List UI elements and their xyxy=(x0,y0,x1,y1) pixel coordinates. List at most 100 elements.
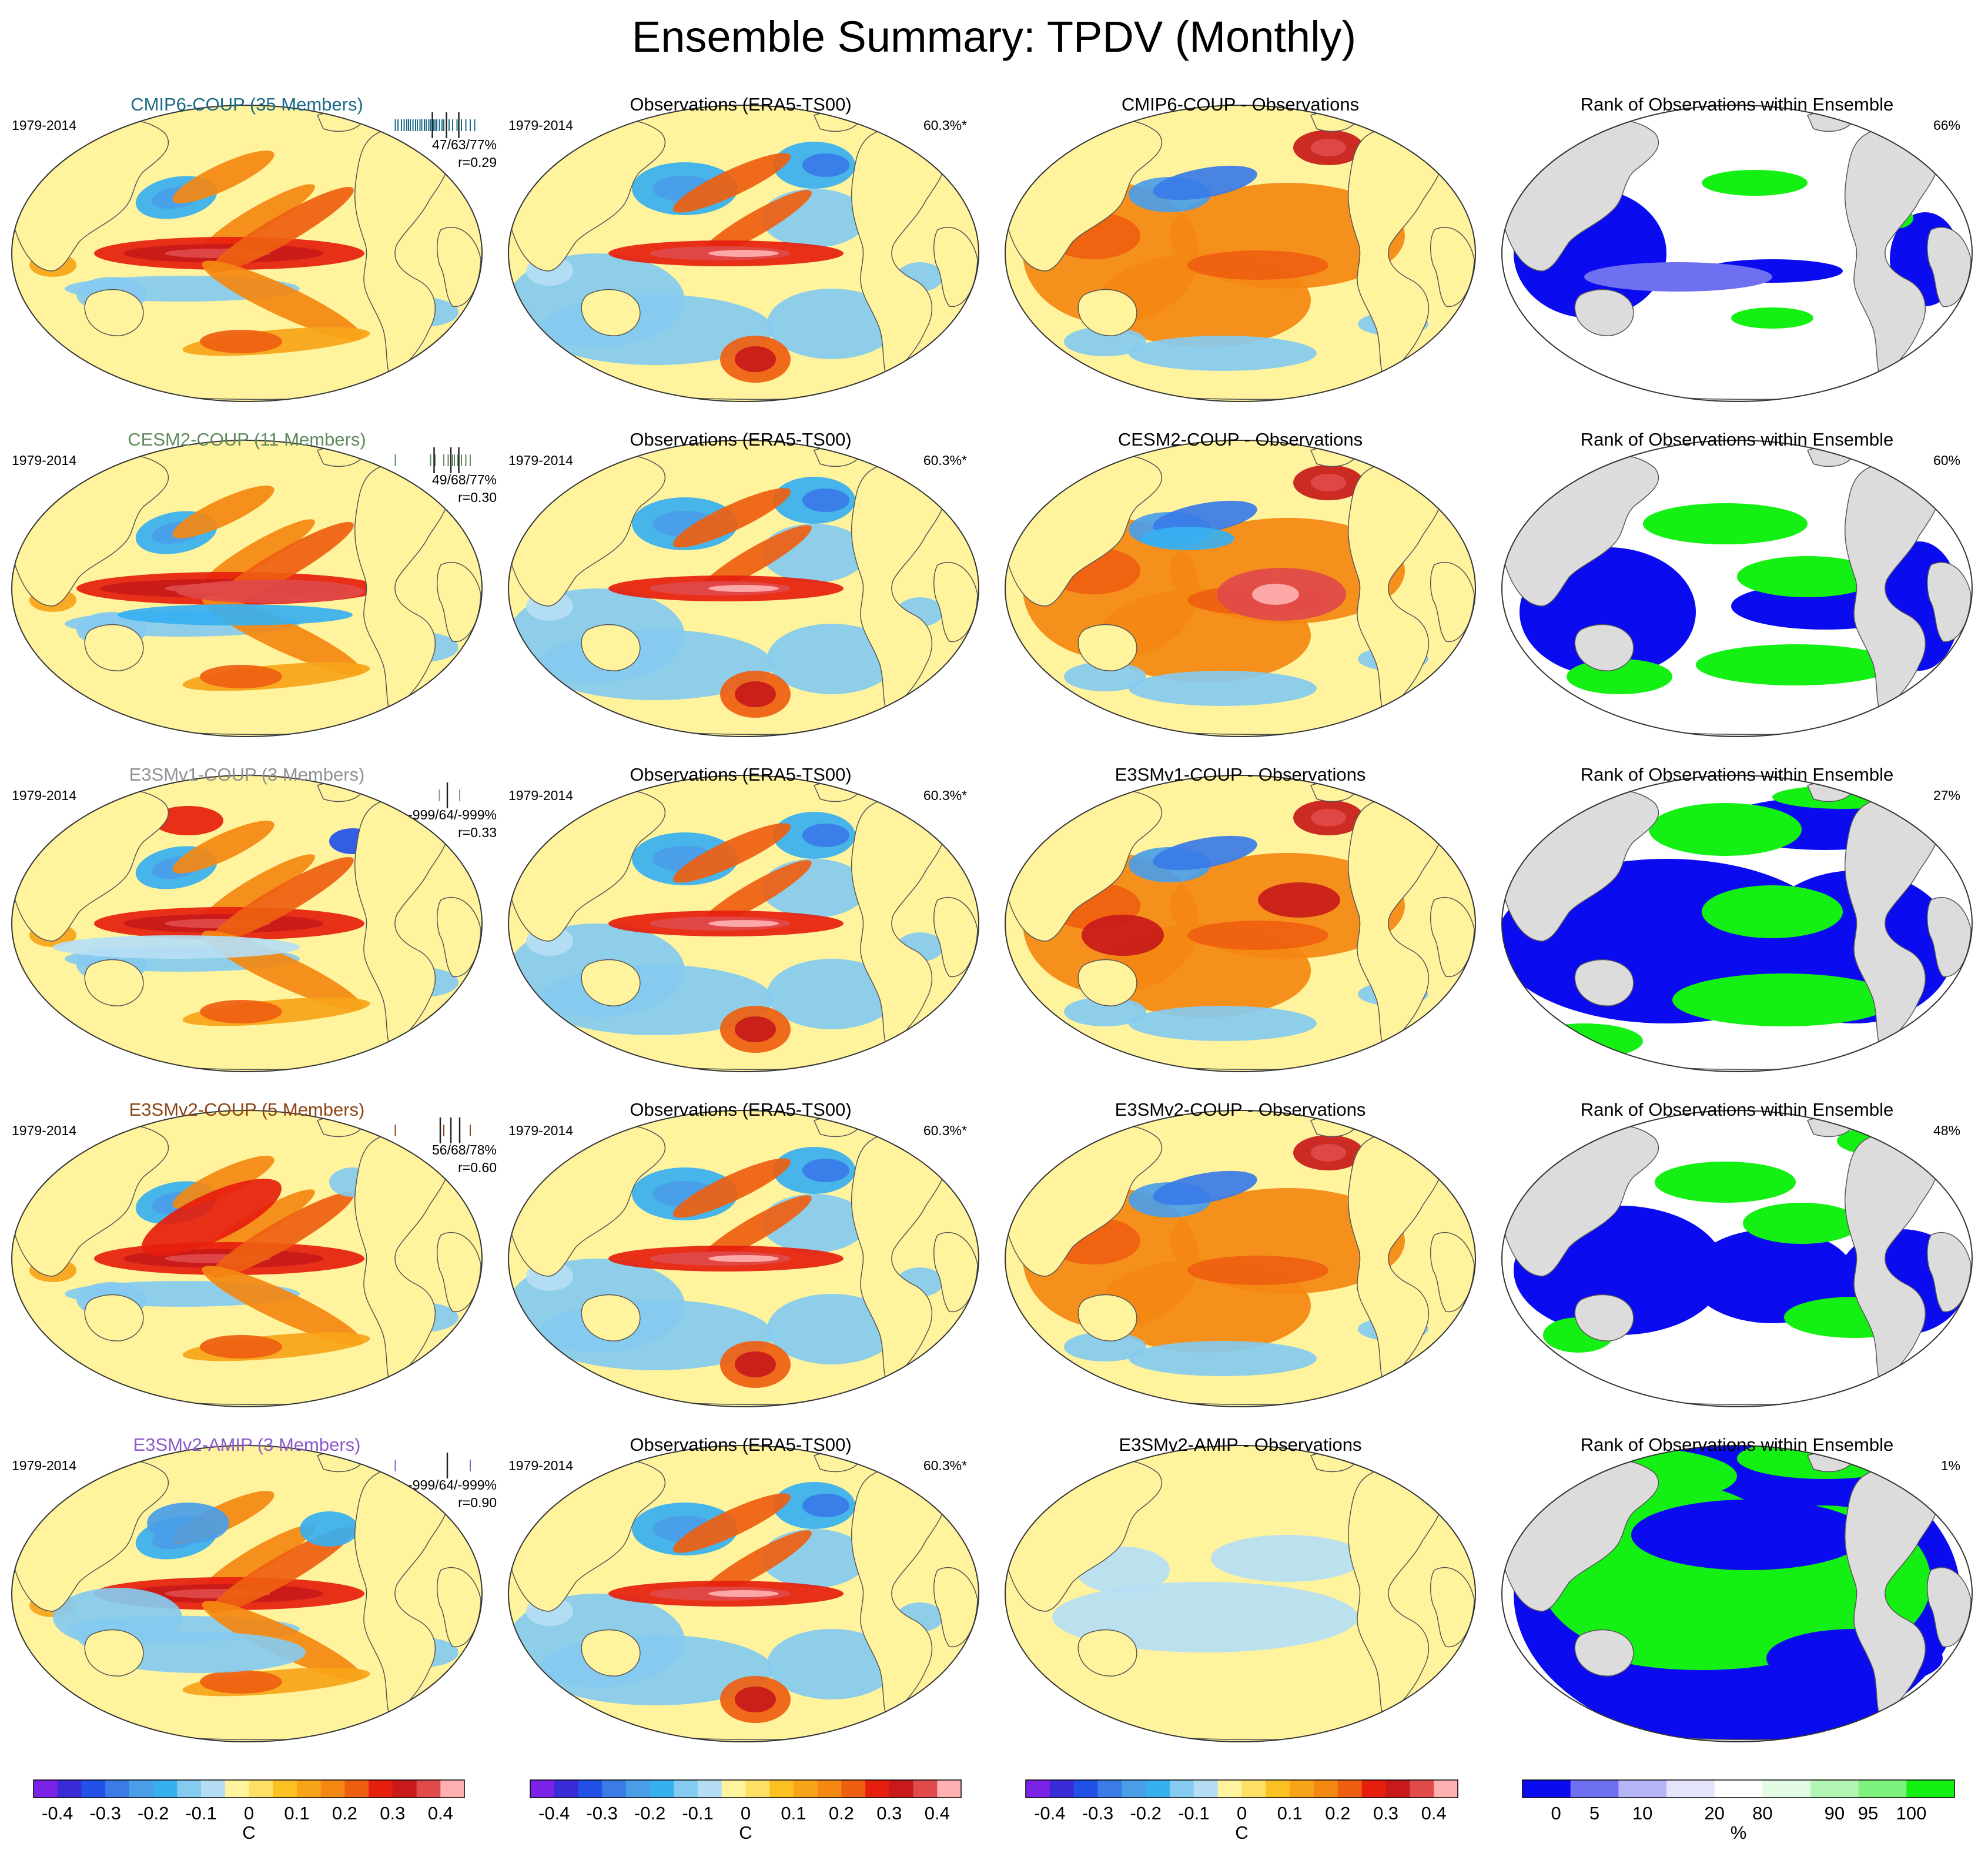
colorbar-tick-label: 95 xyxy=(1858,1803,1878,1823)
colorbar-tick-label: -0.3 xyxy=(586,1803,617,1823)
colorbar-tick-label: 0 xyxy=(1237,1803,1247,1823)
colorbar-swatch xyxy=(1217,1780,1242,1798)
observation-map xyxy=(508,1445,979,1742)
rank-title: Rank of Observations within Ensemble xyxy=(1581,429,1893,450)
rank-region xyxy=(1584,1611,1819,1670)
continent xyxy=(1077,624,1137,671)
colorbar-swatch xyxy=(554,1780,578,1798)
continent xyxy=(1077,1294,1137,1341)
continent xyxy=(84,1294,144,1341)
rank-panel xyxy=(1501,775,1973,1072)
continent xyxy=(437,561,481,643)
colorbar-swatch xyxy=(841,1780,866,1798)
colorbar-tick-label: -0.4 xyxy=(538,1803,570,1823)
observation-percent: 60.3%* xyxy=(923,788,967,803)
anomaly-region xyxy=(1140,527,1234,550)
observation-percent: 60.3%* xyxy=(923,1123,967,1138)
colorbar-swatch xyxy=(1618,1780,1667,1798)
colorbar-swatch xyxy=(296,1780,322,1798)
anomaly-region xyxy=(1064,1332,1146,1361)
continent xyxy=(581,959,641,1006)
colorbar-swatch xyxy=(602,1780,627,1798)
land-mask xyxy=(1844,459,1940,716)
land-mask xyxy=(1574,1629,1634,1677)
continent xyxy=(84,289,144,336)
continent xyxy=(1347,459,1444,716)
difference-title: E3SMv1-COUP - Observations xyxy=(1115,764,1366,785)
colorbar-tick-label: 0 xyxy=(741,1803,751,1823)
continent xyxy=(933,1232,978,1313)
anomaly-region xyxy=(153,806,223,835)
model-period: 1979-2014 xyxy=(12,453,76,468)
colorbar-swatch xyxy=(369,1780,393,1798)
colorbar-swatch xyxy=(1097,1780,1122,1798)
observation-panel xyxy=(508,440,979,737)
anomaly-region xyxy=(300,1511,359,1547)
panel-grid: CMIP6-COUP (35 Members) 1979-2014 47/63/77… xyxy=(11,94,1973,1742)
anomaly-region xyxy=(708,920,779,927)
globe-outline xyxy=(1501,1445,1973,1742)
land-mask xyxy=(1574,289,1634,336)
colorbar-swatch xyxy=(1193,1780,1219,1798)
anomaly-region xyxy=(172,1156,275,1209)
rank-region xyxy=(1696,644,1896,685)
difference-title: E3SMv2-COUP - Observations xyxy=(1115,1099,1366,1120)
model-correlation: r=0.33 xyxy=(458,825,497,840)
model-panel xyxy=(11,1110,483,1407)
continent xyxy=(933,226,978,307)
anomaly-region xyxy=(1153,500,1257,536)
land-mask xyxy=(1927,1567,1972,1648)
anomaly-region xyxy=(200,665,282,688)
anomaly-region xyxy=(1129,1006,1317,1041)
globe-outline xyxy=(11,105,483,402)
anomaly-region xyxy=(1258,882,1340,918)
anomaly-region xyxy=(767,959,896,1029)
anomaly-region xyxy=(200,1335,282,1359)
colorbar-swatch xyxy=(225,1780,249,1798)
anomaly-region xyxy=(1153,835,1257,871)
colorbar-swatch xyxy=(1434,1780,1458,1798)
continent xyxy=(354,1464,450,1721)
model-map xyxy=(11,440,483,737)
colorbar-tick-label: 0.2 xyxy=(829,1803,854,1823)
difference-panel xyxy=(1005,105,1476,402)
anomaly-region xyxy=(1311,474,1346,491)
difference-panel xyxy=(1005,1110,1476,1407)
anomaly-region xyxy=(141,1179,282,1256)
anomaly-region xyxy=(202,519,315,587)
anomaly-region xyxy=(1311,809,1346,827)
model-panel xyxy=(11,1445,483,1742)
continent xyxy=(581,624,641,671)
land-mask xyxy=(1574,624,1634,671)
rank-percent: 66% xyxy=(1933,118,1960,133)
colorbar-tick-label: -0.3 xyxy=(89,1803,121,1823)
colorbar-swatch xyxy=(153,1780,178,1798)
model-title: E3SMv1-COUP (3 Members) xyxy=(129,764,365,785)
colorbars: -0.4 -0.3 -0.2 -0.1 0 0.1 0.2 0.3 0.4C-0.4 -0.3 -0… xyxy=(33,1779,1955,1843)
colorbar-swatch xyxy=(320,1780,345,1798)
continent xyxy=(1077,1629,1137,1677)
colorbar-tick-label: -0.1 xyxy=(185,1803,216,1823)
colorbar-swatch xyxy=(937,1780,962,1798)
colorbar-tick-label: 100 xyxy=(1896,1803,1927,1823)
continent xyxy=(437,1232,481,1313)
colorbar-units: C xyxy=(242,1822,255,1843)
observation-title: Observations (ERA5-TS00) xyxy=(630,1434,851,1455)
model-panel xyxy=(11,105,483,402)
colorbar-swatch xyxy=(745,1780,770,1798)
rank-panel xyxy=(1501,105,1973,402)
anomaly-region xyxy=(1052,1582,1358,1652)
figure-title: Ensemble Summary: TPDV (Monthly) xyxy=(632,12,1356,61)
colorbar-units: % xyxy=(1731,1822,1747,1843)
colorbar-swatch xyxy=(1810,1780,1859,1798)
anomaly-region xyxy=(1187,921,1328,950)
observation-map xyxy=(508,1110,979,1407)
anomaly-region xyxy=(1187,250,1328,280)
colorbar-tick-label: 0 xyxy=(1551,1803,1561,1823)
continent xyxy=(354,123,450,381)
anomaly-region xyxy=(94,1632,306,1673)
colorbar-swatch xyxy=(440,1780,465,1798)
colorbar-swatch xyxy=(1290,1780,1314,1798)
model-period: 1979-2014 xyxy=(12,788,76,803)
anomaly-region xyxy=(1064,997,1146,1026)
